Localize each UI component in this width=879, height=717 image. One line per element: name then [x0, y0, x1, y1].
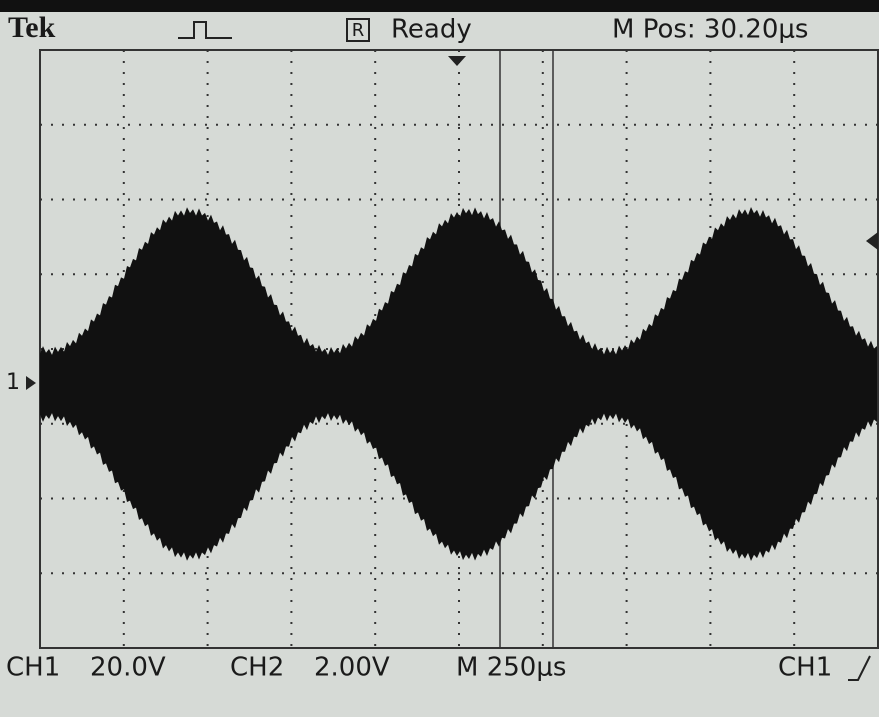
channel-marker: 1: [6, 370, 20, 395]
waveform: [40, 207, 877, 561]
status-icon: R: [352, 20, 365, 41]
top-edge: [0, 0, 879, 12]
trigger-icon: [178, 21, 232, 39]
status: Ready: [391, 15, 472, 45]
timebase: M 250μs: [456, 653, 566, 683]
ch2-scale: 2.00V: [314, 653, 390, 683]
channel-marker-arrow: [26, 376, 36, 390]
status-icon-box: [346, 18, 370, 42]
brand: Tek: [8, 11, 56, 44]
position: M Pos: 30.20μs: [612, 15, 808, 45]
trigger-position-marker: [448, 56, 466, 66]
ch2-label: CH2: [230, 653, 284, 683]
trigger-source: CH1: [778, 653, 832, 683]
ch1-label: CH1: [6, 653, 60, 683]
trigger-level-marker: [866, 232, 878, 250]
ch1-scale: 20.0V: [90, 653, 166, 683]
trigger-slope: [848, 655, 871, 681]
